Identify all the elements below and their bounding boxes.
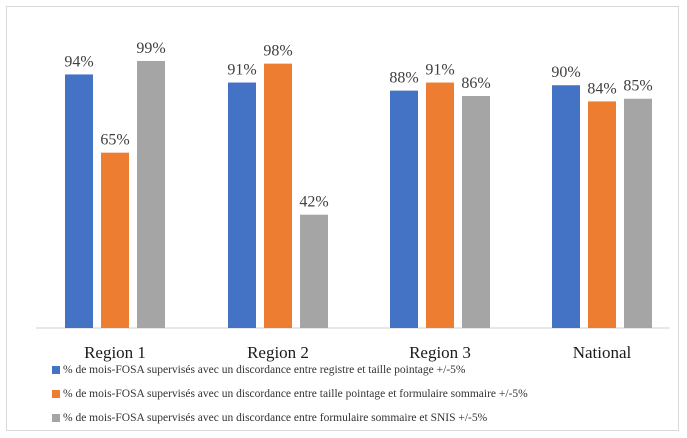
bar-region-3-series-1 <box>390 90 418 328</box>
data-label: 65% <box>100 132 129 149</box>
data-label: 91% <box>425 62 454 79</box>
legend-label: % de mois-FOSA supervisés avec un discor… <box>63 364 466 376</box>
data-label: 42% <box>299 194 328 211</box>
category-label: Region 2 <box>247 343 309 362</box>
legend-item-series-1: % de mois-FOSA supervisés avec un discor… <box>52 358 528 382</box>
data-label: 86% <box>461 75 490 92</box>
bar-region-2-series-2 <box>264 63 292 329</box>
bar-region-2-series-3 <box>300 214 328 328</box>
legend-item-series-3: % de mois-FOSA supervisés avec un discor… <box>52 406 528 430</box>
data-label: 94% <box>64 53 93 70</box>
data-label: 88% <box>389 70 418 87</box>
data-label: 90% <box>551 64 580 81</box>
data-label: 91% <box>227 62 256 79</box>
bar-region-2-series-1 <box>228 82 256 329</box>
data-label: 99% <box>136 40 165 57</box>
legend-swatch-gray <box>52 414 60 422</box>
bar-national-series-2 <box>588 101 616 328</box>
category-label: Region 3 <box>409 343 471 362</box>
bar-national-series-1 <box>552 85 580 329</box>
bar-region-1-series-3 <box>137 60 165 329</box>
bars-group <box>65 60 652 329</box>
data-label: 85% <box>623 78 652 95</box>
legend-label: % de mois-FOSA supervisés avec un discor… <box>63 388 528 400</box>
category-label: National <box>573 343 632 362</box>
bar-region-3-series-2 <box>426 82 454 329</box>
legend-label: % de mois-FOSA supervisés avec un discor… <box>63 412 488 424</box>
data-labels-group: 94% 65% 99% 91% 98% 42% 88% 91% 86% 90% 84% 85% <box>64 40 652 211</box>
category-labels-group: Region 1 Region 2 Region 3 National <box>84 343 631 362</box>
bar-region-1-series-1 <box>65 74 93 328</box>
legend-item-series-2: % de mois-FOSA supervisés avec un discor… <box>52 382 528 406</box>
data-label: 98% <box>263 43 292 60</box>
legend: % de mois-FOSA supervisés avec un discor… <box>52 358 528 430</box>
data-label: 84% <box>587 80 616 97</box>
legend-swatch-blue <box>52 366 60 374</box>
bar-region-3-series-3 <box>462 96 490 328</box>
legend-swatch-orange <box>52 390 60 398</box>
bar-national-series-3 <box>624 98 652 328</box>
category-label: Region 1 <box>84 343 146 362</box>
bar-region-1-series-2 <box>101 152 129 328</box>
